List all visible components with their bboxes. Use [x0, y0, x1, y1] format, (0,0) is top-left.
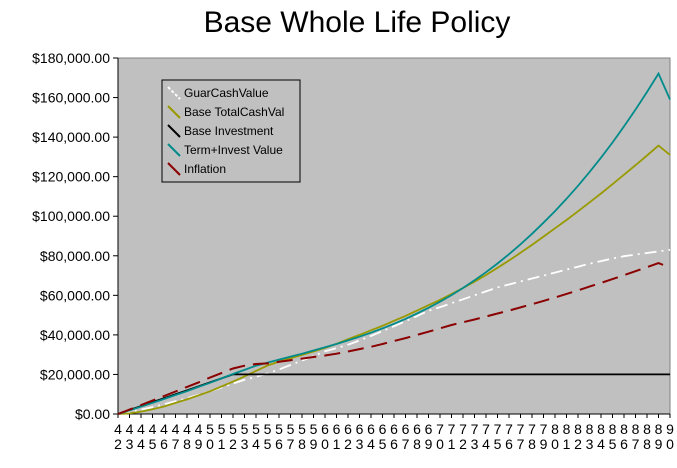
y-tick-label: $0.00 — [75, 406, 110, 422]
x-axis: 4 24 34 44 54 64 74 84 95 05 15 25 35 45 55 65 75 85 96 06 1… — [114, 413, 674, 452]
y-tick-label: $80,000.00 — [40, 248, 110, 264]
legend-swatch — [167, 124, 181, 138]
y-tick-label: $160,000.00 — [32, 90, 110, 106]
legend-label: GuarCashValue — [184, 86, 269, 100]
legend-swatch — [167, 143, 181, 157]
legend-label: Term+Invest Value — [184, 143, 283, 157]
y-axis: $0.00 $20,000.00 $40,000.00 $60,000.00 $80,0… — [32, 50, 119, 422]
series-line-term-invest-value — [117, 71, 671, 415]
y-tick-label: $180,000.00 — [32, 50, 110, 66]
legend-label: Base TotalCashVal — [184, 105, 284, 119]
legend-swatch — [167, 105, 181, 119]
chart-title: Base Whole Life Policy — [204, 6, 511, 39]
y-tick-label: $20,000.00 — [40, 366, 110, 382]
legend-label: Base Investment — [184, 124, 274, 138]
legend-swatch — [167, 162, 181, 176]
y-tick-label: $120,000.00 — [32, 169, 110, 185]
legend-box — [161, 79, 301, 183]
y-tick-label: $100,000.00 — [32, 208, 110, 224]
y-tick-label: $40,000.00 — [40, 327, 110, 343]
legend-label: Inflation — [184, 162, 226, 176]
y-tick-label: $140,000.00 — [32, 129, 110, 145]
series-line-base-totalcashval — [117, 144, 671, 415]
series-layer — [117, 71, 671, 415]
y-tick-label: $60,000.00 — [40, 287, 110, 303]
series-line-guarcashvalue — [117, 248, 671, 415]
legend-swatch — [167, 86, 181, 100]
legend: GuarCashValue Base TotalCashVal Base Inves… — [161, 79, 301, 183]
series-line-inflation — [117, 262, 671, 415]
